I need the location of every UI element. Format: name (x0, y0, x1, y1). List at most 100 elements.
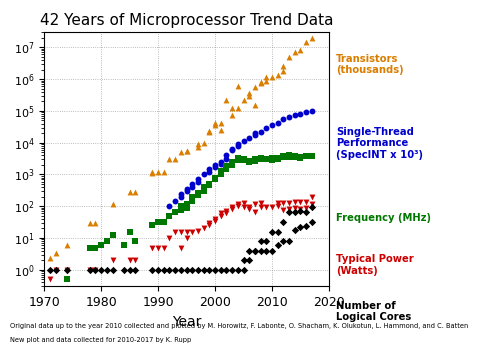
Point (228, 160, 236, 165)
Point (91, 267, 99, 273)
Point (63, 267, 71, 273)
Point (302, 154, 310, 159)
Point (268, 248, 276, 253)
Text: Transistors
(thousands): Transistors (thousands) (336, 54, 404, 75)
Point (126, 229, 134, 234)
Point (257, 80, 265, 86)
Point (217, 213, 225, 219)
Point (228, 105, 236, 111)
Point (211, 176, 219, 182)
Point (302, 110, 310, 115)
Point (46, 267, 54, 273)
Point (279, 207, 287, 213)
Point (200, 171, 208, 177)
Point (222, 153, 230, 158)
Point (222, 208, 230, 214)
Point (228, 146, 236, 151)
Point (177, 149, 185, 155)
Point (46, 255, 54, 261)
Point (251, 248, 259, 253)
Point (200, 188, 208, 194)
Point (217, 161, 225, 166)
Text: Original data up to the year 2010 collected and plotted by M. Horowitz, F. Labon: Original data up to the year 2010 collec… (10, 323, 468, 329)
Point (189, 229, 196, 235)
Point (165, 235, 173, 241)
Point (52, 267, 59, 273)
Point (194, 267, 202, 273)
Point (240, 97, 247, 102)
Point (160, 169, 168, 175)
Point (228, 207, 236, 212)
Point (268, 204, 276, 210)
Point (126, 189, 134, 195)
Point (268, 229, 276, 234)
Point (222, 166, 230, 172)
Point (302, 223, 310, 229)
Point (246, 93, 253, 99)
X-axis label: Year: Year (172, 315, 201, 329)
Point (222, 156, 230, 162)
Point (103, 238, 111, 244)
Point (148, 245, 156, 251)
Point (308, 201, 316, 207)
Point (257, 79, 265, 85)
Point (274, 156, 282, 162)
Point (291, 227, 299, 233)
Point (246, 248, 253, 253)
Point (211, 216, 219, 222)
Point (183, 201, 191, 207)
Point (297, 224, 304, 230)
Point (274, 155, 282, 160)
Point (240, 156, 247, 162)
Point (109, 201, 116, 207)
Point (205, 183, 213, 188)
Point (308, 153, 316, 159)
Point (240, 139, 247, 144)
Point (251, 132, 259, 138)
Point (154, 245, 162, 251)
Point (148, 169, 156, 175)
Point (211, 162, 219, 168)
Point (308, 194, 316, 199)
Point (189, 267, 196, 273)
Point (274, 242, 282, 248)
Point (52, 267, 59, 273)
Point (234, 141, 242, 147)
Point (274, 200, 282, 205)
Point (240, 257, 247, 263)
Point (291, 49, 299, 55)
Point (246, 257, 253, 263)
Point (132, 189, 139, 195)
Point (189, 198, 196, 203)
Point (291, 199, 299, 204)
Point (291, 209, 299, 215)
Point (52, 250, 59, 255)
Point (189, 181, 196, 187)
Point (274, 120, 282, 125)
Title: 42 Years of Microprocessor Trend Data: 42 Years of Microprocessor Trend Data (40, 13, 333, 28)
Point (160, 245, 168, 251)
Point (279, 153, 287, 159)
Point (97, 242, 105, 248)
Point (183, 205, 191, 211)
Point (274, 72, 282, 77)
Point (177, 203, 185, 209)
Point (217, 120, 225, 126)
Point (132, 257, 139, 263)
Point (177, 267, 185, 273)
Point (285, 206, 293, 212)
Point (228, 112, 236, 117)
Point (205, 166, 213, 172)
Point (109, 267, 116, 273)
Point (246, 204, 253, 210)
Point (262, 156, 270, 162)
Point (103, 267, 111, 273)
Point (257, 156, 265, 162)
Point (189, 194, 196, 199)
Point (222, 97, 230, 103)
Point (268, 74, 276, 80)
Point (262, 74, 270, 80)
Point (302, 205, 310, 211)
Point (205, 128, 213, 134)
Point (228, 162, 236, 168)
